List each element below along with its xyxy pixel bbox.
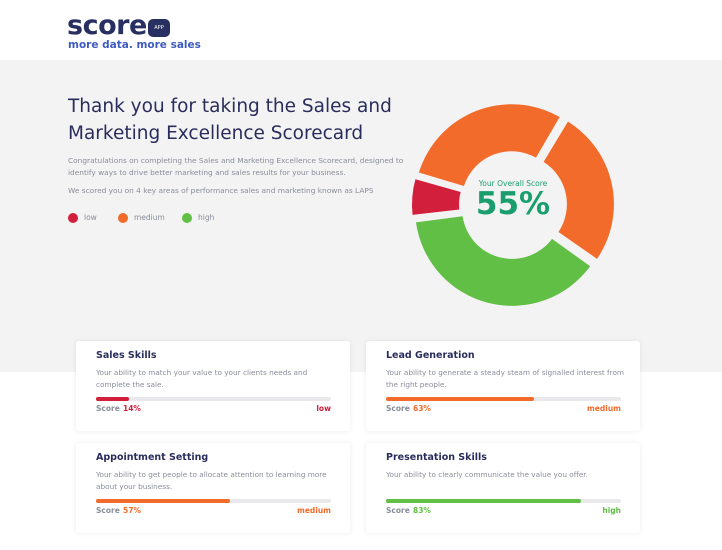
legend-swatch	[68, 213, 78, 223]
legend-swatch	[118, 213, 128, 223]
donut-segment	[415, 216, 591, 306]
score-card: Presentation Skills Your ability to clear…	[366, 443, 640, 533]
legend-item: medium	[118, 213, 165, 223]
overall-score: 55%	[476, 186, 550, 222]
legend-item: high	[182, 213, 214, 223]
card-description: Your ability to get people to allocate a…	[96, 470, 327, 491]
donut-segment	[418, 104, 560, 187]
progress-track	[386, 397, 621, 401]
card-description: Your ability to match your value to your…	[96, 368, 308, 389]
legend-item: low	[68, 213, 97, 223]
legend-swatch	[182, 213, 192, 223]
card-description: Your ability to clearly communicate the …	[386, 470, 588, 479]
progress-bar	[386, 397, 535, 401]
progress-track	[96, 499, 331, 503]
progress-track	[386, 499, 621, 503]
score-level: medium	[587, 404, 621, 413]
score-caption: Score	[96, 404, 120, 413]
progress-bar	[96, 499, 230, 503]
score-value: 63%	[413, 404, 431, 413]
score-card: Lead Generation Your ability to generate …	[366, 341, 640, 431]
score-caption: Score	[96, 506, 120, 515]
donut-segment	[412, 179, 461, 215]
progress-bar	[96, 397, 129, 401]
logo-badge: APP	[148, 19, 170, 37]
progress-bar	[386, 499, 582, 503]
score-caption: Score	[386, 506, 410, 515]
intro-text: Congratulations on completing the Sales …	[68, 156, 404, 177]
score-level: high	[602, 506, 621, 515]
score-level: medium	[297, 506, 331, 515]
overall-donut: Your Overall Score 55%	[412, 104, 614, 306]
score-card: Sales Skills Your ability to match your v…	[76, 341, 350, 431]
page-title: Thank you for taking the Sales and	[68, 96, 392, 117]
score-value: 57%	[123, 506, 141, 515]
overall-label: Your Overall Score	[478, 179, 548, 188]
score-value: 83%	[413, 506, 431, 515]
card-title: Sales Skills	[96, 350, 157, 361]
progress-track	[96, 397, 331, 401]
card-title: Presentation Skills	[386, 452, 487, 463]
score-level: low	[316, 404, 331, 413]
legend-label: medium	[134, 213, 165, 222]
legend-label: low	[84, 213, 97, 222]
legend-label: high	[198, 213, 215, 222]
card-title: Appointment Setting	[96, 452, 209, 463]
tagline: more data. more sales	[68, 39, 201, 51]
intro-text: We scored you on 4 key areas of performa…	[68, 186, 374, 195]
page-title: Marketing Excellence Scorecard	[68, 123, 364, 144]
header: score APP more data. more sales	[0, 0, 722, 60]
donut-segment	[543, 121, 614, 259]
card-description: Your ability to generate a steady steam …	[386, 368, 625, 389]
score-card: Appointment Setting Your ability to get p…	[76, 443, 350, 533]
card-title: Lead Generation	[386, 350, 475, 361]
logo[interactable]: score	[67, 10, 147, 41]
score-caption: Score	[386, 404, 410, 413]
score-value: 14%	[123, 404, 141, 413]
